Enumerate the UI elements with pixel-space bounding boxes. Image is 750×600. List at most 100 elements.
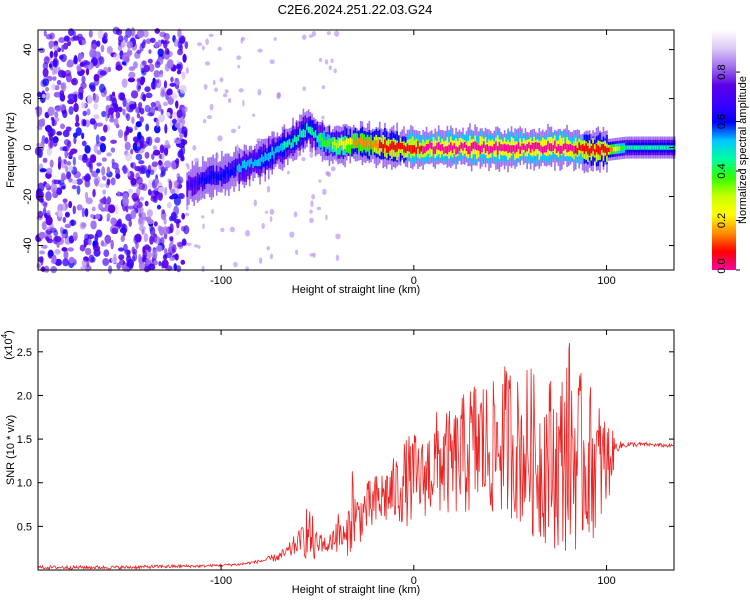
heatmap-cell — [158, 113, 166, 123]
heatmap-cell — [396, 142, 398, 152]
spectrogram-panel: -40 -20 0 20 40 -100 0 100 Height of straight … — [5, 26, 676, 296]
spectrogram-x-tick-label: -100 — [210, 275, 232, 287]
heatmap-cell — [613, 146, 615, 152]
heatmap-cell — [113, 253, 117, 262]
heatmap-cell — [186, 180, 188, 188]
heatmap-cell — [663, 145, 665, 150]
heatmap-cell — [382, 144, 385, 152]
heatmap-cell — [71, 179, 78, 185]
heatmap-cell — [152, 145, 158, 150]
heatmap-cell — [642, 145, 645, 150]
heatmap-cell — [45, 191, 52, 202]
heatmap-cell — [535, 141, 537, 149]
heatmap-cell — [161, 209, 166, 215]
heatmap-cell — [89, 49, 95, 58]
heatmap-cell — [290, 142, 293, 149]
heatmap-cell — [154, 235, 161, 245]
heatmap-cell — [117, 190, 121, 197]
heatmap-cell — [330, 166, 336, 172]
heatmap-cell — [465, 144, 468, 152]
heatmap-cell — [541, 137, 544, 153]
heatmap-cell — [192, 145, 197, 151]
heatmap-cell — [456, 147, 459, 154]
heatmap-cell — [382, 134, 385, 153]
heatmap-cell — [57, 156, 62, 166]
heatmap-cell — [43, 30, 47, 37]
snr-x-tick-label: 0 — [411, 575, 417, 587]
heatmap-cell — [214, 87, 218, 92]
heatmap-cell — [92, 188, 96, 198]
heatmap-cell — [203, 177, 206, 186]
snr-multiplier-base: (x10 — [3, 338, 15, 359]
heatmap-cell — [166, 59, 174, 69]
heatmap-cell — [94, 213, 101, 220]
heatmap-cell — [656, 145, 659, 150]
heatmap-cell — [207, 175, 209, 183]
heatmap-cell — [44, 265, 50, 273]
heatmap-cell — [101, 242, 108, 247]
heatmap-cell — [112, 26, 120, 35]
heatmap-cell — [63, 42, 69, 50]
heatmap-cell — [181, 106, 188, 113]
heatmap-cell — [528, 142, 530, 149]
heatmap-cell — [93, 176, 101, 185]
heatmap-cell — [88, 160, 93, 170]
heatmap-cell — [163, 32, 170, 41]
heatmap-cell — [260, 154, 263, 162]
heatmap-cell — [174, 180, 179, 189]
heatmap-cell — [65, 126, 72, 132]
heatmap-cell — [273, 37, 277, 41]
heatmap-cell — [121, 52, 129, 63]
heatmap-cell — [117, 44, 123, 52]
heatmap-cell — [365, 140, 367, 148]
spectrogram-y-tick-label: -20 — [22, 189, 34, 205]
heatmap-cell — [318, 58, 323, 62]
heatmap-cell — [201, 215, 205, 219]
snr-y-tick-label: 0.5 — [17, 521, 32, 533]
heatmap-cell — [378, 139, 381, 149]
heatmap-cell — [635, 145, 638, 150]
heatmap-cell — [311, 127, 313, 136]
heatmap-cell — [101, 166, 106, 176]
heatmap-cell — [37, 182, 45, 193]
heatmap-cell — [203, 119, 207, 124]
heatmap-cell — [529, 144, 532, 153]
heatmap-cell — [308, 34, 313, 38]
heatmap-cell — [37, 210, 44, 219]
heatmap-cell — [186, 181, 188, 197]
heatmap-cell — [160, 87, 166, 95]
heatmap-cell — [93, 103, 99, 110]
heatmap-cell — [335, 254, 340, 261]
heatmap-cell — [330, 58, 334, 64]
heatmap-cell — [212, 80, 216, 86]
heatmap-cell — [437, 142, 440, 150]
heatmap-cell — [126, 258, 135, 268]
heatmap-cell — [201, 265, 205, 273]
heatmap-cell — [219, 166, 221, 181]
heatmap-cell — [58, 37, 66, 44]
heatmap-cell — [45, 86, 50, 92]
heatmap-cell — [64, 149, 69, 159]
heatmap-cell — [335, 233, 341, 240]
heatmap-cell — [158, 261, 162, 267]
colorbar-tick-label: 0.6 — [716, 114, 728, 129]
heatmap-cell — [102, 189, 107, 195]
heatmap-cell — [103, 124, 108, 133]
heatmap-cell — [354, 132, 357, 149]
heatmap-cell — [398, 142, 400, 149]
heatmap-cell — [88, 254, 95, 263]
heatmap-cell — [180, 259, 186, 265]
colorbar-label: Normalized spectral amplitude — [737, 76, 749, 224]
heatmap-cell — [40, 197, 45, 204]
heatmap-cell — [154, 41, 159, 48]
heatmap-cell — [307, 126, 310, 133]
heatmap-cell — [38, 47, 45, 54]
snr-multiplier-close: ) — [3, 330, 15, 334]
heatmap-cell — [285, 141, 287, 148]
heatmap-cell — [313, 132, 315, 138]
heatmap-cell — [96, 149, 102, 155]
heatmap-cell — [266, 246, 271, 251]
heatmap-cell — [77, 33, 83, 39]
spectrogram-y-tick-label: 40 — [22, 43, 34, 55]
heatmap-cell — [38, 256, 44, 263]
